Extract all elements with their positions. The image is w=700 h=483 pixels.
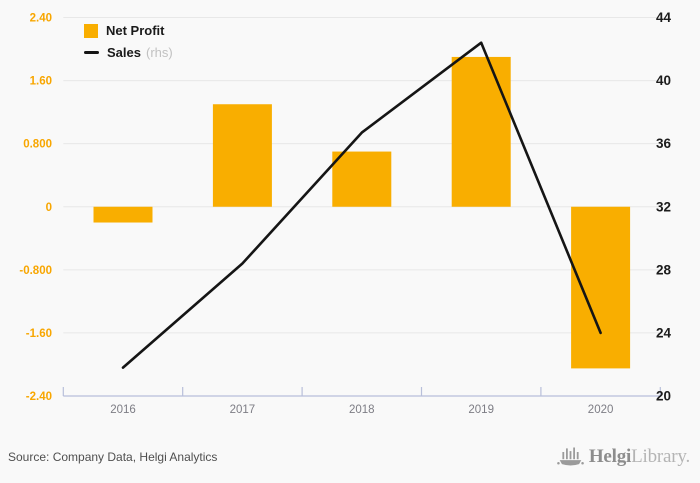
logo-text-helgi: Helgi xyxy=(588,445,632,467)
net-profit-bar-2016[interactable] xyxy=(93,206,153,223)
x-axis-label-2016: 2016 xyxy=(110,404,136,416)
legend-item-net-profit[interactable]: Net Profit xyxy=(84,23,173,38)
legend-item-sales[interactable]: Sales (rhs) xyxy=(84,45,173,60)
sales-line[interactable] xyxy=(121,41,602,369)
right-axis-label: 44 xyxy=(656,10,672,25)
net-profit-bar-2017[interactable] xyxy=(212,104,272,207)
left-axis-label: 1.60 xyxy=(30,76,52,88)
left-axis-label: -0.800 xyxy=(19,265,52,277)
left-axis-label: -1.60 xyxy=(26,328,52,340)
right-axis-label: 20 xyxy=(656,389,671,404)
right-axis-label: 24 xyxy=(656,325,672,340)
x-axis-label-2019: 2019 xyxy=(468,404,494,416)
sales-rhs-suffix: (rhs) xyxy=(145,45,173,60)
left-axis-label: 0.800 xyxy=(23,139,52,151)
net-profit-swatch-icon xyxy=(84,23,98,38)
left-axis-label: 2.40 xyxy=(30,13,52,25)
helgi-ship-icon xyxy=(557,447,584,466)
left-axis-label: -2.40 xyxy=(26,391,52,403)
logo-text-library: Library. xyxy=(631,445,690,467)
right-axis-label: 40 xyxy=(656,73,671,88)
right-axis-label: 36 xyxy=(656,136,672,151)
x-axis-label-2018: 2018 xyxy=(349,404,375,416)
chart-legend: Net Profit Sales (rhs) xyxy=(84,23,173,67)
left-axis-label: 0 xyxy=(46,202,52,214)
net-profit-bar-2018[interactable] xyxy=(332,151,392,207)
right-axis-label: 28 xyxy=(656,262,672,277)
net-profit-sales-chart: 2.40 1.60 0.800 0 -0.800 -1.60 -2.40 44 40 36 32 28… xyxy=(19,10,672,416)
net-profit-bar-2019[interactable] xyxy=(451,56,511,207)
right-axis-label: 32 xyxy=(656,199,671,214)
helgi-library-logo[interactable]: Helgi Library. xyxy=(557,445,690,468)
x-axis-label-2017: 2017 xyxy=(230,404,256,416)
source-text: Source: Company Data, Helgi Analytics xyxy=(8,450,218,464)
net-profit-label: Net Profit xyxy=(106,23,165,38)
sales-label: Sales xyxy=(107,45,141,60)
sales-line-swatch-icon xyxy=(84,51,99,54)
x-axis-label-2020: 2020 xyxy=(588,404,614,416)
net-profit-bar-2020[interactable] xyxy=(571,206,631,369)
